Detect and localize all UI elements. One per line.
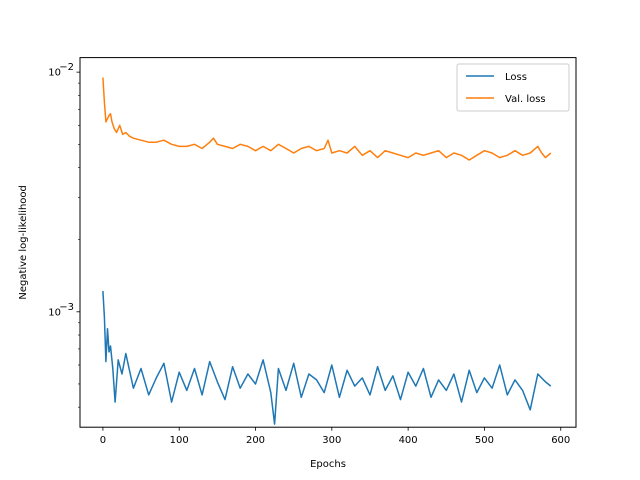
- y-axis-ticks: 10−310−2: [48, 62, 80, 408]
- x-axis-ticks: 0 100 200 300 400 500 600: [100, 427, 570, 446]
- plot-area-frame: [79, 57, 577, 428]
- x-tick-label: 600: [551, 435, 570, 446]
- x-axis-label: Epochs: [310, 459, 346, 470]
- x-tick-label: 400: [399, 435, 418, 446]
- x-tick-label: 200: [246, 435, 265, 446]
- x-tick-label: 500: [475, 435, 494, 446]
- legend-val-loss-label: Val. loss: [505, 94, 546, 105]
- x-tick-label: 300: [322, 435, 341, 446]
- y-tick-label: 10: [48, 68, 61, 79]
- x-tick-label: 100: [170, 435, 189, 446]
- series-line-loss: [102, 291, 552, 425]
- y-axis-label: Negative log-likelihood: [18, 185, 29, 300]
- y-tick-exponent: −2: [59, 62, 74, 73]
- series-layer: [102, 77, 552, 425]
- x-tick-label: 0: [100, 435, 106, 446]
- y-tick-label: 10: [48, 307, 61, 318]
- legend-loss-label: Loss: [505, 72, 527, 83]
- legend: Loss Val. loss: [456, 63, 570, 112]
- series-line-val-loss: [102, 77, 552, 161]
- y-tick-exponent: −3: [59, 302, 74, 313]
